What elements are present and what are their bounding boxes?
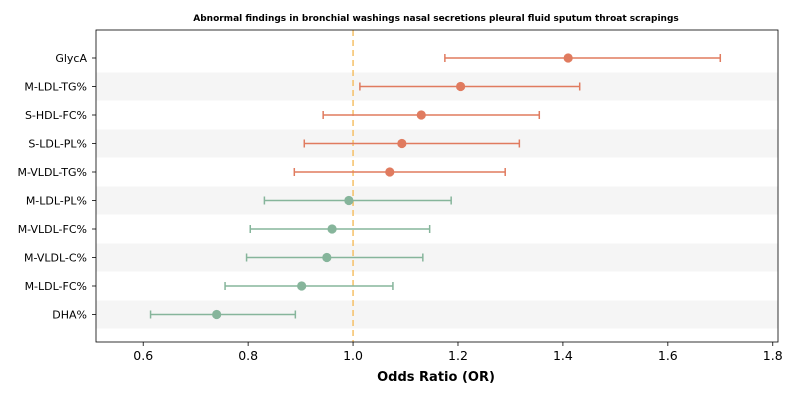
y-tick-label: S-HDL-FC% (25, 109, 87, 122)
y-tick-label: M-LDL-TG% (24, 81, 87, 94)
point-estimate (456, 81, 466, 92)
y-tick-label: M-VLDL-TG% (17, 166, 87, 179)
x-tick-label: 1.2 (448, 348, 468, 363)
plot-frame (95, 29, 779, 343)
x-tick-label: 1.0 (343, 348, 363, 363)
point-estimate (397, 138, 407, 149)
row-band (96, 243, 778, 272)
forest-row (303, 138, 521, 149)
x-tick-label: 1.4 (553, 348, 573, 363)
forest-row (245, 252, 424, 263)
axes: GlycA M-LDL-TG% S-HDL-FC% S-LDL-PL% M-VLDL-T… (17, 29, 783, 363)
y-tick-label: M-LDL-PL% (26, 195, 87, 208)
y-tick-label: M-VLDL-C% (24, 252, 87, 265)
forest-row (149, 309, 297, 320)
y-tick-label: DHA% (52, 309, 87, 322)
forest-row (322, 110, 541, 120)
y-tick-label: M-VLDL-FC% (18, 223, 87, 236)
point-estimate (322, 252, 332, 263)
point-estimate (416, 110, 426, 120)
point-estimate (212, 309, 222, 320)
forest-row (249, 224, 431, 234)
forest-row (359, 81, 581, 92)
y-tick-label: S-LDL-PL% (28, 138, 87, 151)
x-tick-label: 1.8 (763, 348, 783, 363)
x-tick-label: 0.6 (133, 348, 153, 363)
point-estimate (563, 53, 573, 63)
x-axis-title: Odds Ratio (OR) (377, 370, 495, 385)
forest-row (293, 167, 506, 177)
forest-row (224, 281, 394, 291)
point-estimate (344, 195, 354, 206)
data-rows (149, 53, 722, 320)
forest-row (263, 195, 452, 206)
point-estimate (297, 281, 307, 291)
forest-row (444, 53, 722, 63)
point-estimate (385, 167, 395, 177)
x-tick-label: 0.8 (238, 348, 258, 363)
x-tick-label: 1.6 (658, 348, 678, 363)
y-tick-label: GlycA (55, 52, 87, 65)
chart-title: Abnormal findings in bronchial washings … (193, 14, 679, 24)
point-estimate (327, 224, 337, 234)
y-tick-label: M-LDL-FC% (25, 280, 87, 293)
